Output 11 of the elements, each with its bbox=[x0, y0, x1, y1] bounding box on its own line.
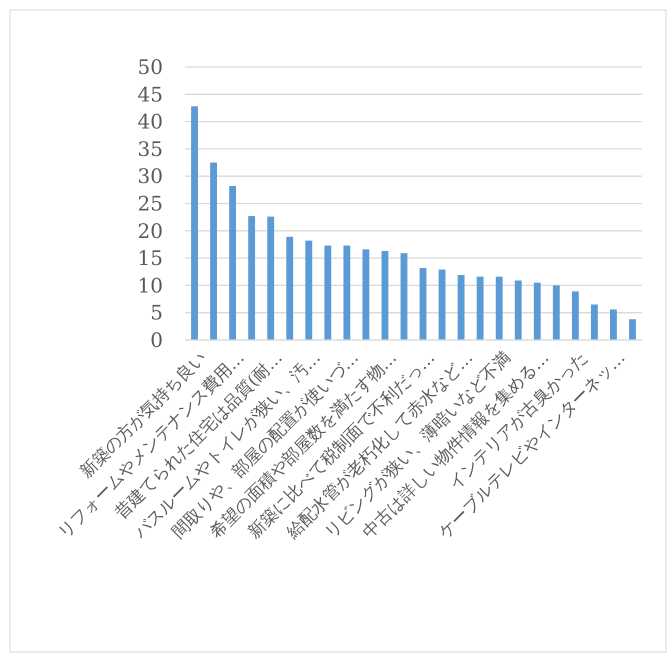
y-tick-label: 35 bbox=[138, 136, 163, 161]
y-tick-label: 45 bbox=[138, 82, 163, 106]
y-tick-label: 30 bbox=[138, 164, 163, 188]
y-tick-label: 25 bbox=[138, 192, 163, 216]
y-tick-label: 20 bbox=[138, 218, 163, 243]
y-tick-label: 15 bbox=[138, 246, 163, 270]
y-tick-label: 5 bbox=[150, 300, 163, 325]
y-tick-label: 0 bbox=[150, 328, 163, 352]
y-tick-label: 40 bbox=[138, 110, 163, 134]
y-tick-label: 50 bbox=[138, 55, 163, 79]
y-tick-label: 10 bbox=[138, 273, 163, 298]
